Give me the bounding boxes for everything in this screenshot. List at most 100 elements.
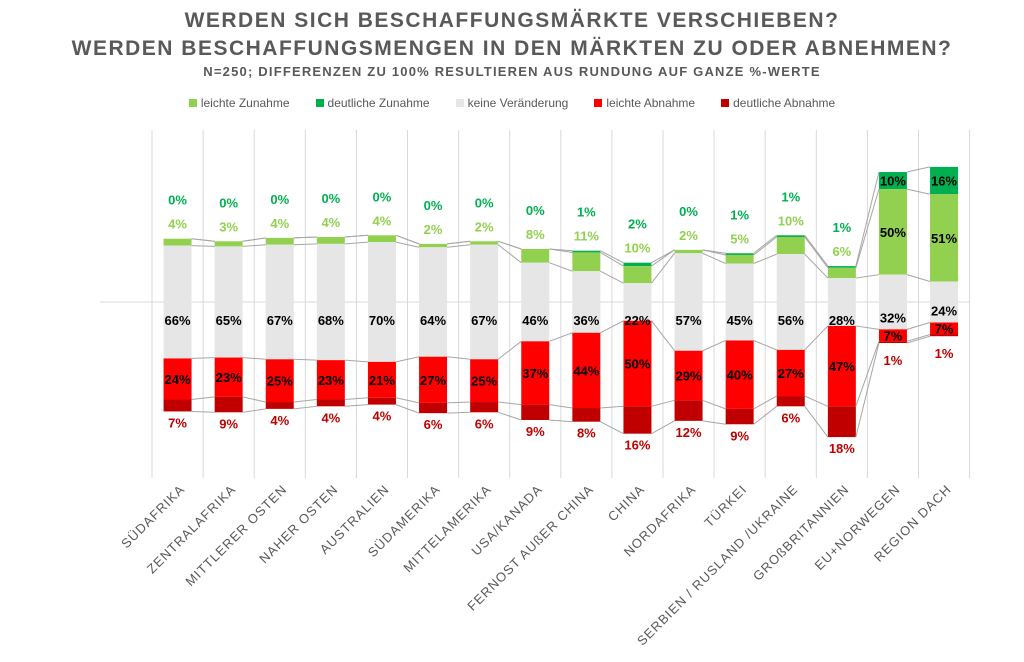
- connector-line: [753, 405, 778, 425]
- label-leichte-zunahme: 50%: [880, 225, 906, 240]
- bar-leichte-abnahme: [827, 325, 856, 407]
- bar-deutliche-abnahme: [930, 334, 959, 337]
- label-deutliche-zunahme: 0%: [321, 191, 340, 206]
- bar-leichte-zunahme: [674, 249, 703, 254]
- bar-leichte-zunahme: [316, 237, 345, 244]
- bar-keine-veraenderung: [878, 274, 907, 330]
- category-label: GROßBRITANNIEN: [750, 482, 852, 584]
- connector-line: [242, 408, 266, 413]
- legend-item: keine Veränderung: [455, 96, 568, 110]
- label-deutliche-abnahme: 6%: [475, 416, 494, 431]
- label-leichte-abnahme: 37%: [522, 366, 548, 381]
- label-deutliche-zunahme: 10%: [880, 174, 906, 189]
- bar-deutliche-abnahme: [265, 402, 294, 409]
- label-deutliche-abnahme: 8%: [577, 426, 596, 441]
- label-leichte-zunahme: 4%: [168, 217, 187, 232]
- label-deutliche-abnahme: 9%: [219, 416, 238, 431]
- label-keine-veraenderung: 67%: [267, 313, 293, 328]
- label-leichte-abnahme: 7%: [884, 328, 903, 343]
- connector-line: [446, 356, 471, 360]
- label-keine-veraenderung: 24%: [931, 304, 957, 319]
- bar-deutliche-zunahme: [623, 262, 652, 267]
- bar-keine-veraenderung: [265, 244, 294, 360]
- connector-line: [702, 252, 726, 264]
- label-leichte-abnahme: 50%: [624, 357, 650, 372]
- bar-leichte-abnahme: [265, 359, 294, 403]
- connector-line: [344, 397, 368, 400]
- connector-line: [855, 188, 880, 268]
- bar-keine-veraenderung: [674, 253, 703, 351]
- bar-keine-veraenderung: [521, 262, 550, 342]
- connector-line: [906, 322, 931, 330]
- connector-line: [855, 274, 880, 279]
- bar-deutliche-abnahme: [214, 396, 243, 413]
- connector-line: [395, 234, 420, 245]
- connector-line: [651, 252, 675, 284]
- label-leichte-zunahme: 4%: [270, 216, 289, 231]
- bar-leichte-zunahme: [776, 237, 805, 255]
- bar-deutliche-abnahme: [419, 402, 448, 414]
- category-label: ZENTRALAFRIKA: [144, 482, 239, 577]
- connector-line: [447, 401, 471, 404]
- label-leichte-zunahme: 2%: [475, 219, 494, 234]
- connector-line: [549, 248, 573, 253]
- connector-line: [753, 395, 777, 410]
- label-leichte-abnahme: 47%: [829, 359, 855, 374]
- bar-deutliche-abnahme: [776, 396, 805, 407]
- label-leichte-zunahme: 2%: [424, 222, 443, 237]
- legend-item: deutliche Zunahme: [315, 96, 430, 110]
- connector-line: [293, 236, 317, 239]
- connector-line: [651, 420, 675, 435]
- label-leichte-abnahme: 24%: [165, 372, 191, 387]
- connector-line: [395, 356, 420, 363]
- label-leichte-zunahme: 51%: [931, 231, 957, 246]
- bar-deutliche-zunahme: [878, 172, 907, 190]
- label-leichte-zunahme: 2%: [679, 228, 698, 243]
- label-deutliche-abnahme: 12%: [676, 425, 702, 440]
- connector-line: [906, 166, 931, 173]
- connector-line: [395, 241, 420, 248]
- label-leichte-abnahme: 23%: [216, 370, 242, 385]
- chart-title-line-1: WERDEN SICH BESCHAFFUNGSMÄRKTE VERSCHIEB…: [184, 9, 840, 32]
- bar-leichte-zunahme: [419, 243, 448, 248]
- bar-leichte-abnahme: [419, 356, 448, 403]
- label-leichte-abnahme: 21%: [369, 373, 395, 388]
- connector-line: [804, 395, 829, 407]
- label-deutliche-zunahme: 0%: [219, 195, 238, 210]
- bar-leichte-zunahme: [827, 267, 856, 279]
- connector-line: [446, 240, 471, 245]
- connector-line: [293, 405, 317, 410]
- connector-line: [753, 236, 778, 256]
- legend-label: deutliche Zunahme: [327, 96, 430, 110]
- connector-line: [293, 243, 317, 246]
- connector-line: [855, 171, 880, 267]
- connector-line: [906, 188, 931, 195]
- connector-line: [497, 411, 522, 421]
- label-leichte-abnahme: 44%: [573, 363, 599, 378]
- connector-line: [600, 250, 624, 264]
- legend-swatch: [315, 99, 324, 107]
- connector-line: [753, 234, 778, 254]
- bar-leichte-zunahme: [572, 252, 601, 272]
- bar-deutliche-abnahme: [470, 402, 499, 413]
- bar-leichte-zunahme: [725, 254, 754, 264]
- label-leichte-zunahme: 6%: [832, 244, 851, 259]
- label-deutliche-zunahme: 1%: [730, 207, 749, 222]
- connector-line: [600, 405, 624, 409]
- bar-deutliche-zunahme: [930, 166, 959, 195]
- label-deutliche-abnahme: 9%: [526, 424, 545, 439]
- label-leichte-abnahme: 40%: [727, 368, 753, 383]
- connector-line: [242, 244, 266, 247]
- label-deutliche-zunahme: 2%: [628, 217, 647, 232]
- bar-deutliche-abnahme: [725, 408, 754, 425]
- bar-keine-veraenderung: [367, 242, 396, 362]
- connector-line: [600, 251, 624, 267]
- category-label: EU+NORWEGEN: [812, 482, 904, 574]
- category-label: CHINA: [605, 482, 648, 525]
- connector-line: [447, 411, 471, 414]
- bar-leichte-abnahme: [470, 359, 499, 403]
- label-leichte-zunahme: 3%: [219, 219, 238, 234]
- connector-line: [651, 399, 675, 407]
- label-leichte-abnahme: 29%: [676, 369, 702, 384]
